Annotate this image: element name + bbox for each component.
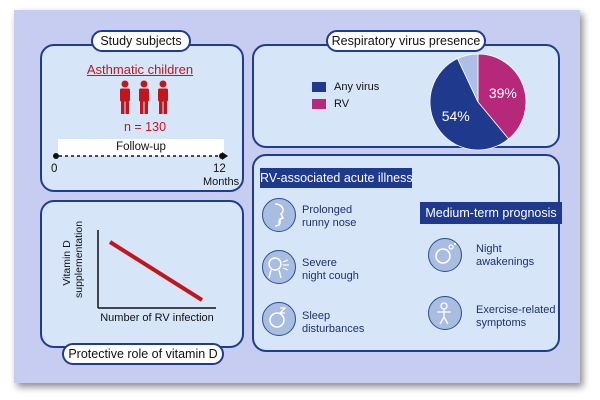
- pie-slice-rv: [477, 53, 527, 140]
- timeline-end-label: 12: [213, 163, 226, 175]
- pie-label-any-virus: 54%: [442, 108, 470, 124]
- illness-item-2: Severe night cough: [302, 257, 359, 283]
- children-icons: [120, 80, 168, 114]
- prognosis-item-2-line1: Exercise-related: [476, 304, 556, 316]
- prognosis-item-2: Exercise-related symptoms: [476, 304, 555, 330]
- virus-title: Respiratory virus presence: [326, 30, 486, 52]
- illness-item-2-line1: Severe: [302, 257, 337, 269]
- study-subjects-title: Study subjects: [91, 30, 191, 52]
- cough-icon: [262, 250, 296, 284]
- illness-item-2-line2: night cough: [302, 270, 359, 282]
- prognosis-item-1-line2: awakenings: [476, 256, 535, 268]
- prognosis-item-1-line1: Night: [476, 243, 502, 255]
- vitamin-d-title: Protective role of vitamin D: [62, 343, 224, 365]
- pie-slice-other: [457, 53, 479, 103]
- followup-label: Follow-up: [116, 141, 166, 153]
- illness-item-1-line2: runny nose: [302, 217, 357, 229]
- legend-rv-label: RV: [334, 98, 350, 110]
- illness-item-1: Prolonged runny nose: [302, 204, 356, 230]
- runny-nose-icon: [262, 198, 296, 232]
- illness-item-3: Sleep disturbances: [302, 310, 364, 336]
- sample-size-label: n = 130: [123, 120, 167, 134]
- illness-item-3-line1: Sleep: [302, 310, 331, 322]
- followup-timeline: [53, 152, 228, 160]
- vitd-trend-line: [108, 240, 204, 302]
- legend-any-virus-label: Any virus: [334, 81, 380, 93]
- child-figure-icon: [158, 80, 168, 114]
- timeline-start-label: 0: [51, 163, 58, 175]
- pie-label-rv: 39%: [489, 85, 517, 101]
- prognosis-item-1: Night awakenings: [476, 243, 534, 269]
- illness-item-1-line1: Prolonged: [302, 204, 353, 216]
- followup-box: [58, 139, 224, 156]
- timeline-unit-label: Months: [203, 176, 240, 188]
- child-figure-icon: [139, 80, 149, 114]
- asthmatic-children-label: Asthmatic children: [86, 62, 194, 77]
- illness-title: RV-associated acute illness: [260, 168, 413, 188]
- virus-pie-chart: 39% 54%: [429, 53, 527, 151]
- legend-rv-swatch: [312, 99, 326, 109]
- study-subjects-panel: [40, 44, 244, 192]
- prognosis-item-2-line2: symptoms: [476, 317, 527, 329]
- child-figure-icon: [120, 80, 130, 114]
- vitd-ylabel: Vitamin D supplementation: [61, 220, 93, 298]
- legend-any-virus-swatch: [312, 82, 326, 92]
- vitd-ylabel-line2: supplementation: [73, 220, 85, 298]
- exercise-icon: [428, 296, 462, 330]
- pie-slice-any-virus: [429, 58, 510, 151]
- night-awakening-icon: [428, 238, 462, 272]
- vitamin-d-panel: [40, 200, 244, 348]
- vitd-ylabel-line1: Vitamin D: [61, 240, 73, 286]
- vitd-xlabel: Number of RV infection: [100, 312, 214, 324]
- vitd-chart: [97, 230, 216, 309]
- illness-item-3-line2: disturbances: [302, 323, 365, 335]
- sleep-icon: [262, 302, 296, 336]
- prognosis-title: Medium-term prognosis: [420, 202, 562, 224]
